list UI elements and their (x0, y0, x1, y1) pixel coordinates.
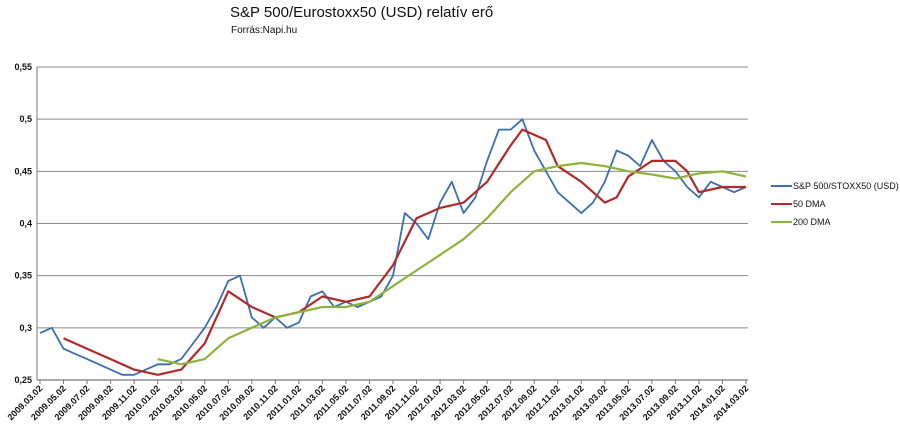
y-tick-label: 0,25 (14, 375, 32, 385)
legend: S&P 500/STOXX50 (USD) 50 DMA 200 DMA (771, 181, 899, 227)
series-line-1 (63, 128, 746, 376)
series-line-2 (157, 161, 747, 366)
x-axis: 2009.03.022009.05.022009.07.022009.09.02… (5, 380, 750, 422)
legend-label: 200 DMA (793, 217, 831, 227)
chart-title: S&P 500/Eurostoxx50 (USD) relatív erő (230, 4, 493, 21)
gridlines (37, 66, 748, 381)
chart-subtitle: Forrás:Napi.hu (231, 25, 297, 36)
series-line-0 (39, 118, 747, 376)
y-tick-label: 0,45 (14, 166, 32, 176)
y-axis: 0,25 0,3 0,35 0,4 0,45 0,5 0,55 (14, 62, 38, 385)
y-tick-label: 0,4 (19, 219, 32, 229)
y-tick-label: 0,3 (19, 323, 32, 333)
legend-label: 50 DMA (793, 199, 826, 209)
series-lines (39, 118, 747, 376)
legend-label: S&P 500/STOXX50 (USD) (793, 181, 899, 191)
y-tick-label: 0,55 (14, 62, 32, 72)
y-tick-label: 0,35 (14, 271, 32, 281)
y-tick-label: 0,5 (19, 114, 32, 124)
